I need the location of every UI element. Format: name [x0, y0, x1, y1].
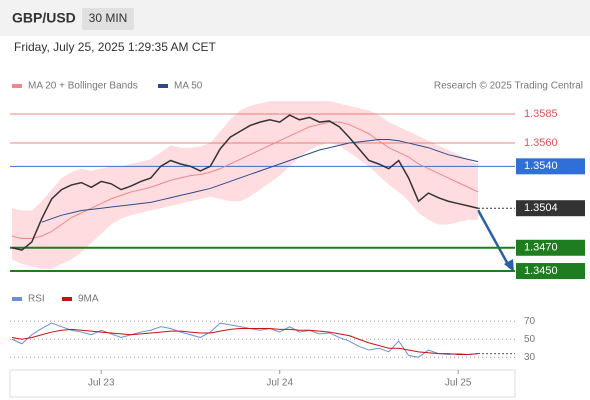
x-axis-frame — [9, 369, 516, 398]
rsi-line — [11, 327, 479, 356]
level-box — [516, 239, 585, 256]
level-box — [516, 158, 585, 175]
x-tick-label: Jul 24 — [266, 378, 293, 389]
legend-swatch — [62, 297, 72, 301]
timeframe-box — [82, 8, 134, 30]
y-tick-label: 1.3540 — [524, 160, 558, 172]
arrow-head — [504, 259, 514, 272]
arrow — [476, 209, 512, 269]
y-tick-label: 1.3470 — [524, 242, 558, 254]
legend-swatch — [12, 84, 22, 88]
timeframe: 30 MIN — [89, 11, 128, 25]
x-tick-label: Jul 23 — [88, 378, 115, 389]
rsi-tick-label: 50 — [524, 334, 536, 345]
ma50-line — [41, 139, 479, 223]
rsi-tick-label: 30 — [524, 352, 536, 363]
y-tick-label: 1.3585 — [524, 108, 558, 120]
y-tick-label: 1.3560 — [524, 137, 558, 149]
bollinger-band — [12, 101, 478, 269]
x-tick-label: Jul 25 — [445, 378, 472, 389]
source: Research © 2025 Trading Central — [434, 81, 583, 92]
rsi-line — [11, 322, 479, 358]
price-line — [11, 114, 479, 251]
legend-label: 9MA — [78, 294, 99, 305]
level-box — [516, 200, 585, 217]
date: Friday, July 25, 2025 1:29:35 AM CET — [14, 40, 217, 54]
legend-swatch — [158, 84, 168, 88]
legend-label: MA 20 + Bollinger Bands — [28, 81, 138, 92]
legend-label: RSI — [28, 294, 45, 305]
rsi-tick-label: 70 — [524, 316, 536, 327]
ma20-line — [11, 121, 479, 239]
y-tick-label: 1.3504 — [524, 202, 558, 214]
legend-label: MA 50 — [174, 81, 203, 92]
symbol: GBP/USD — [12, 10, 76, 26]
legend-swatch — [12, 297, 22, 301]
level-box — [516, 263, 585, 280]
y-tick-label: 1.3450 — [524, 265, 558, 277]
